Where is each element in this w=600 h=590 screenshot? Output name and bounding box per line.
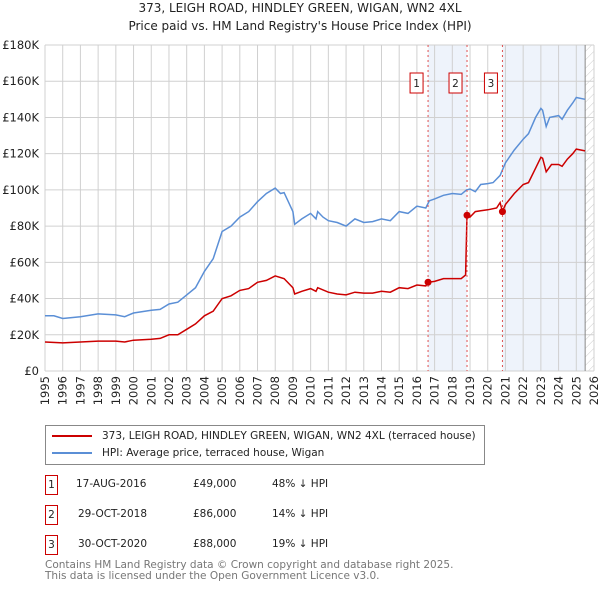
y-tick-label: £20K [10,328,40,342]
x-tick-label: 2022 [516,376,530,405]
x-tick-label: 2015 [392,376,406,405]
footer-line1: Contains HM Land Registry data © Crown c… [45,559,454,571]
sale-point [498,208,506,216]
x-tick-label: 2005 [215,376,229,405]
transaction-price: £49,000 [193,478,237,490]
y-tick-label: £140K [2,110,39,124]
sale-marker-label: 1 [413,78,420,90]
legend-swatch-property [52,435,92,437]
legend-item-property: 373, LEIGH ROAD, HINDLEY GREEN, WIGAN, W… [52,430,476,442]
x-tick-label: 1996 [56,376,70,405]
legend-label-hpi: HPI: Average price, terraced house, Wiga… [102,447,325,459]
sale-point [463,211,471,219]
x-tick-label: 2009 [286,376,300,405]
shaded-period [428,45,468,371]
footer-attribution: Contains HM Land Registry data © Crown c… [45,560,453,582]
transaction-price: £88,000 [193,538,237,550]
transaction-row: 3 30-OCT-2020 £88,000 19% ↓ HPI [45,535,445,555]
y-tick-label: £40K [10,292,40,306]
sale-marker-box [448,72,463,94]
transaction-hpi-diff: 48% ↓ HPI [272,478,329,490]
x-tick-label: 2023 [534,376,548,405]
legend-label-property: 373, LEIGH ROAD, HINDLEY GREEN, WIGAN, W… [102,430,476,442]
x-tick-label: 2003 [180,376,194,405]
hpi-line [45,96,586,320]
x-tick-label: 2014 [374,376,388,405]
legend-swatch-hpi [52,452,92,454]
x-tick-label: 2024 [552,376,566,405]
y-tick-label: £160K [2,74,39,88]
transaction-date: 17-AUG-2016 [76,478,147,490]
y-tick-label: £0 [24,364,39,378]
price-chart: 373, LEIGH ROAD, HINDLEY GREEN, WIGAN, W… [2,1,600,405]
x-tick-label: 1997 [73,376,87,405]
chart-title-line2: Price paid vs. HM Land Registry's House … [128,19,471,33]
sale-marker-box [483,72,498,94]
x-tick-label: 2001 [144,376,158,405]
transaction-marker: 3 [45,535,58,555]
x-tick-label: 2019 [463,376,477,405]
transaction-row: 1 17-AUG-2016 £49,000 48% ↓ HPI [45,475,445,495]
x-tick-label: 2006 [233,376,247,405]
transaction-marker: 2 [45,505,58,525]
x-tick-label: 2021 [498,376,512,405]
sale-marker-label: 2 [452,78,459,90]
legend-item-hpi: HPI: Average price, terraced house, Wiga… [52,447,324,459]
sale-point [424,278,432,286]
property-price-line [44,148,586,344]
x-tick-label: 1998 [91,376,105,405]
x-tick-label: 2025 [569,376,583,405]
chart-title-line1: 373, LEIGH ROAD, HINDLEY GREEN, WIGAN, W… [138,1,461,15]
x-tick-label: 1995 [38,376,52,405]
x-tick-label: 2017 [428,376,442,405]
x-tick-label: 2020 [481,376,495,405]
y-tick-label: £60K [10,255,40,269]
transaction-row: 2 29-OCT-2018 £86,000 14% ↓ HPI [45,505,445,525]
transaction-price: £86,000 [193,508,237,520]
x-tick-label: 2008 [268,376,282,405]
x-tick-label: 2011 [321,376,335,405]
x-tick-label: 2016 [410,376,424,405]
transaction-date: 29-OCT-2018 [78,508,147,520]
y-tick-label: £100K [2,183,39,197]
y-tick-label: £120K [2,147,39,161]
x-tick-label: 2007 [251,376,265,405]
forecast-hatch [585,45,594,371]
legend: 373, LEIGH ROAD, HINDLEY GREEN, WIGAN, W… [45,425,485,465]
transaction-hpi-diff: 19% ↓ HPI [272,538,329,550]
y-tick-label: £80K [10,219,40,233]
x-tick-label: 2012 [339,376,353,405]
x-tick-label: 2002 [162,376,176,405]
x-tick-label: 2000 [127,376,141,405]
shaded-period [502,45,586,371]
x-tick-label: 1999 [109,376,123,405]
footer-line2: This data is licensed under the Open Gov… [45,570,380,582]
x-tick-label: 2018 [445,376,459,405]
transaction-date: 30-OCT-2020 [78,538,147,550]
sale-marker-label: 3 [488,78,495,90]
sale-marker-box [409,72,424,94]
x-tick-label: 2004 [197,376,211,405]
x-tick-label: 2026 [587,376,600,405]
x-tick-label: 2010 [304,376,318,405]
y-tick-label: £180K [2,38,39,52]
transaction-marker: 1 [45,475,58,495]
x-tick-label: 2013 [357,376,371,405]
transaction-hpi-diff: 14% ↓ HPI [272,508,329,520]
